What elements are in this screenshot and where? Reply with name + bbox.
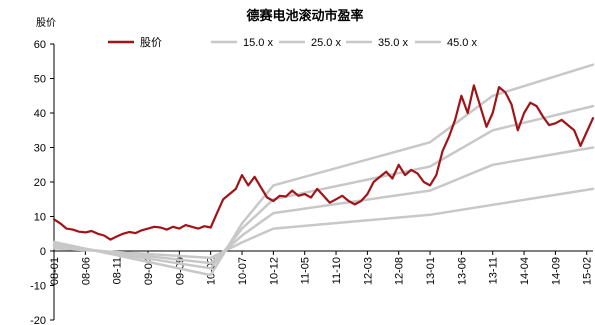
legend-label: 25.0 x [311,37,341,49]
legend-label: 15.0 x [243,37,273,49]
x-tick-label: 15-02 [582,257,594,285]
x-tick-label: 13-11 [488,257,500,284]
y-axis-label: 股价 [36,17,56,29]
legend-label: 35.0 x [378,37,408,49]
x-tick-label: 11-10 [331,257,343,284]
legend-label: 股价 [140,36,162,49]
x-tick-label: 13-01 [425,257,437,285]
series-line-pe-band [52,63,595,277]
x-tick-label: 08-01 [49,257,61,285]
y-tick-label: 50 [34,74,46,86]
series-layer [52,63,595,277]
x-tick-label: 11-05 [300,257,312,284]
y-tick-label: 20 [34,177,46,189]
x-tick-label: 08-06 [80,257,92,285]
series-line-price [52,84,595,241]
legend: 股价 15.0 x 25.0 x 35.0 x 45.0 x [108,36,477,49]
series-line-pe-band [52,104,595,270]
y-tick-label: 10 [34,212,46,224]
series-line-pe-band [52,146,595,265]
y-tick-label: 40 [34,108,46,120]
y-tick-label: 60 [34,39,46,51]
x-tick-label: 09-04 [143,257,155,285]
x-tick-label: 14-04 [519,257,531,285]
y-tick-label: 0 [40,246,46,258]
x-tick-label: 14-09 [550,257,562,285]
chart-title: 德赛电池滚动市盈率 [246,8,363,24]
x-tick-label: 12-08 [394,257,406,285]
series-line-pe-band [52,187,595,260]
y-tick-label: -20 [30,315,46,325]
y-tick-label: -10 [30,281,46,293]
x-tick-label: 10-12 [268,257,280,285]
y-tick-label: 30 [34,143,46,155]
x-tick-label: 10-07 [237,257,249,285]
x-tick-label: 12-03 [362,257,374,285]
legend-label: 45.0 x [447,37,477,49]
y-axis: -20 -10 0 10 20 30 40 50 60 [30,39,55,325]
x-tick-label: 08-11 [112,257,124,284]
x-tick-label: 13-06 [456,257,468,285]
